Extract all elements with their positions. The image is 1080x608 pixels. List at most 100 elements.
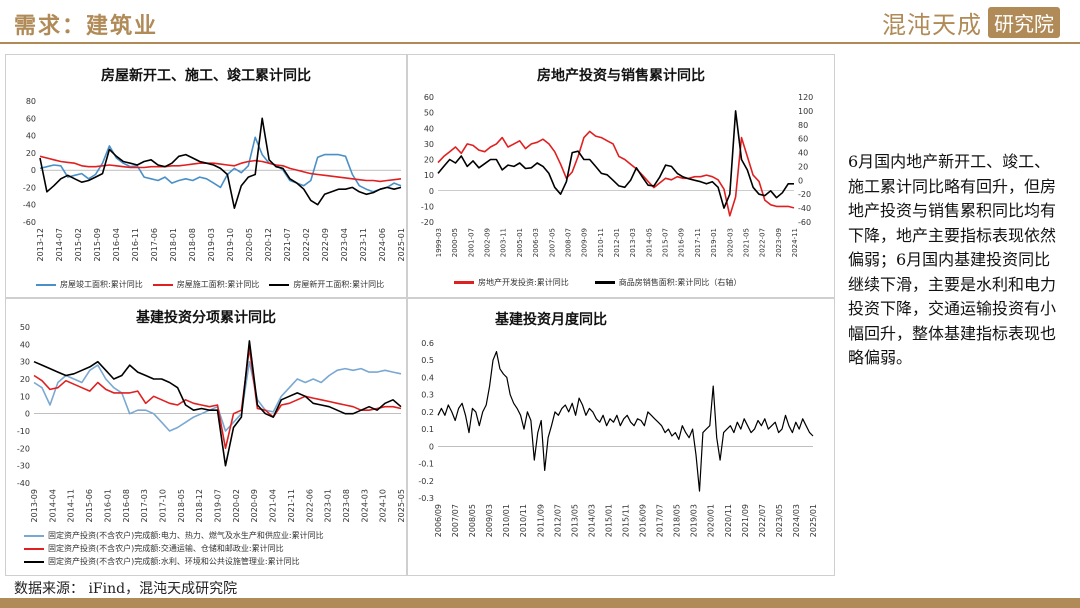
x-tick-label: 2017/07	[656, 504, 665, 537]
x-tick-label: 2002-09	[484, 228, 492, 257]
y-tick-label: 0	[31, 166, 36, 175]
x-tick-label: 2018-05	[177, 489, 186, 522]
x-tick-label: 2024-10	[379, 489, 388, 522]
x-tick-label: 2020/11	[724, 504, 733, 537]
x-tick-label: 2023/05	[775, 504, 784, 537]
x-tick-label: 2010/11	[519, 504, 528, 537]
x-tick-label: 2012/07	[553, 504, 562, 537]
x-tick-label: 2019-01	[710, 228, 718, 257]
x-tick-label: 2018/05	[673, 504, 682, 537]
x-tick-label: 2008/05	[468, 504, 477, 537]
legend-item: 房地产开发投资:累计同比	[454, 277, 569, 288]
legend-item: 房屋竣工面积:累计同比	[36, 279, 143, 290]
y-tick-label: 50	[424, 109, 434, 118]
x-tick-label: 2010-11	[597, 228, 605, 257]
chart-title-1: 房屋新开工、施工、竣工累计同比	[101, 68, 311, 84]
x-tick-label: 2010/01	[502, 504, 511, 537]
x-tick-label: 2013-09	[30, 489, 39, 522]
legend-item: 房屋新开工面积:累计同比	[269, 279, 384, 290]
x-tick-label: 2001-07	[467, 228, 475, 257]
x-tick-label: 2016-08	[122, 489, 131, 522]
y-tick-label: 0.5	[421, 356, 434, 365]
brand-main: 混沌天成	[882, 10, 982, 39]
y2-tick-label: -40	[798, 204, 811, 213]
x-tick-label: 2017-10	[158, 489, 167, 522]
y-tick-label: 40	[26, 132, 36, 141]
x-tick-label: 2020-09	[250, 489, 259, 522]
x-tick-label: 2023-08	[342, 489, 351, 522]
y-tick-label: 0	[429, 187, 434, 196]
x-tick-label: 2024-03	[360, 489, 369, 522]
commentary-text: 6月国内地产新开工、竣工、施工累计同比略有回升，但房地产投资与销售累积同比均有下…	[848, 152, 1057, 367]
y-tick-label: 0.4	[421, 373, 434, 382]
x-tick-label: 2014/03	[587, 504, 596, 537]
brand-box: 研究院	[988, 6, 1060, 38]
y-tick-label: 30	[424, 140, 434, 149]
y2-tick-label: 120	[798, 93, 813, 102]
series-line-3	[39, 117, 402, 209]
x-tick-label: 2018-12	[195, 489, 204, 522]
header: 需求：建筑业 混沌天成 研究院	[0, 0, 1080, 46]
x-tick-label: 2017-06	[150, 228, 159, 261]
x-tick-label: 2016-04	[112, 228, 121, 261]
y-tick-label: -20	[421, 218, 434, 227]
series-line-2	[39, 155, 402, 183]
x-tick-label: 2023-09	[775, 228, 783, 257]
y2-tick-label: 40	[798, 149, 808, 158]
y-tick-label: 10	[424, 171, 434, 180]
x-tick-label: 2022-02	[302, 228, 311, 261]
x-tick-label: 2007-05	[548, 228, 556, 257]
y-tick-label: -0.2	[418, 477, 434, 486]
y-tick-label: 40	[424, 124, 434, 133]
chart-panel-2: 房地产投资与销售累计同比 -20 -10 0 10 20 30 40 50 60 -60 -40 -2…	[407, 54, 835, 298]
y-tick-label: 10	[20, 392, 30, 401]
x-tick-label: 2020-12	[264, 228, 273, 261]
x-tick-label: 2013-03	[629, 228, 637, 257]
y2-tick-label: 0	[798, 176, 803, 185]
y-tick-label: 0.2	[421, 408, 434, 417]
y-tick-label: -20	[17, 444, 30, 453]
x-tick-label: 2018-01	[169, 228, 178, 261]
series-line-1	[39, 136, 402, 193]
x-tick-label: 2016/09	[639, 504, 648, 537]
y-tick-label: 80	[26, 97, 36, 106]
y2-tick-label: -60	[798, 218, 811, 227]
x-tick-label: 2024-11	[791, 228, 799, 257]
x-tick-label: 2019-03	[207, 228, 216, 261]
y-tick-label: -60	[23, 218, 36, 227]
y-tick-label: 20	[424, 156, 434, 165]
x-tick-label: 2000-05	[451, 228, 459, 257]
x-tick-label: 2019-07	[214, 489, 223, 522]
x-tick-label: 2008-07	[564, 228, 572, 257]
y-tick-label: 0.1	[421, 425, 434, 434]
x-tick-label: 2021-05	[742, 228, 750, 257]
x-tick-label: 2014-04	[48, 489, 57, 522]
chart-title-4: 基建投资月度同比	[495, 312, 607, 328]
x-tick-label: 2006/09	[434, 504, 443, 537]
x-tick-label: 2013/05	[570, 504, 579, 537]
x-tick-label: 2007/07	[451, 504, 460, 537]
x-tick-label: 2023-11	[359, 228, 368, 261]
x-tick-label: 2019-10	[226, 228, 235, 261]
y-tick-label: 50	[20, 323, 30, 332]
x-tick-label: 2015-09	[93, 228, 102, 261]
legend-item: 固定资产投资(不含农户)完成额:水利、环境和公共设施管理业:累计同比	[24, 556, 324, 567]
x-tick-label: 2015/01	[604, 504, 613, 537]
x-tick-label: 2025-01	[397, 228, 406, 261]
x-tick-label: 2014-11	[67, 489, 76, 522]
x-tick-label: 1999-03	[435, 228, 443, 257]
header-divider	[0, 42, 1080, 44]
x-tick-label: 2017-03	[140, 489, 149, 522]
x-tick-label: 2017-11	[694, 228, 702, 257]
legend-3: 固定资产投资(不含农户)完成额:电力、热力、燃气及水生产和供应业:累计同比 固定…	[24, 530, 324, 567]
legend-item: 商品房销售面积:累计同比（右轴）	[594, 277, 741, 288]
x-tick-label: 2022-09	[321, 228, 330, 261]
legend-1: 房屋竣工面积:累计同比 房屋施工面积:累计同比 房屋新开工面积:累计同比	[36, 279, 384, 290]
x-tick-label: 2020/01	[707, 504, 716, 537]
y-tick-label: 60	[26, 114, 36, 123]
y-tick-label: -0.1	[418, 460, 434, 469]
x-tick-label: 2019/03	[690, 504, 699, 537]
legend-item: 固定资产投资(不含农户)完成额:交通运输、仓储和邮政业:累计同比	[24, 543, 324, 554]
x-tick-label: 2013-12	[36, 228, 45, 261]
x-tick-label: 2021-11	[287, 489, 296, 522]
